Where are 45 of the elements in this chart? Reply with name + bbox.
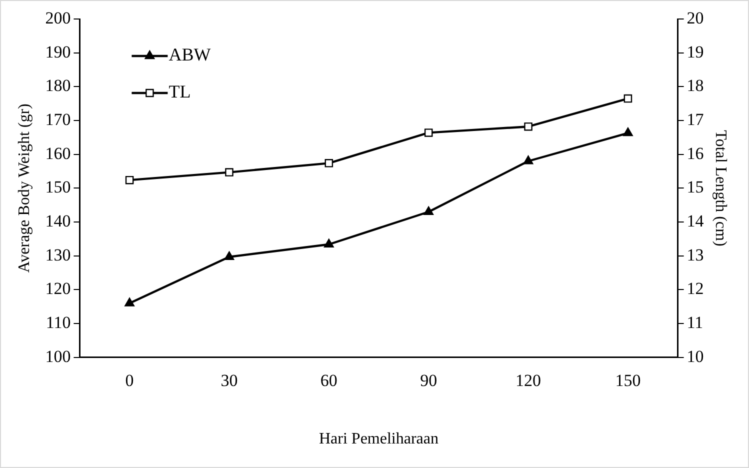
point <box>324 238 334 248</box>
point <box>125 176 134 184</box>
y-tick-label: 160 <box>45 144 71 163</box>
y-tick-label: 110 <box>46 313 71 332</box>
y-tick-label: 150 <box>45 178 71 197</box>
y2-tick-label: 12 <box>686 279 704 298</box>
y-tick-label: 170 <box>45 110 71 129</box>
y2-tick-label: 20 <box>686 8 704 28</box>
y-tick-label: 140 <box>45 212 71 231</box>
point <box>424 206 434 215</box>
x-tick-label: 150 <box>615 371 641 390</box>
y2-tick-label: 15 <box>686 178 704 197</box>
y-tick-label: 190 <box>45 42 71 62</box>
y-tick-label: 100 <box>45 346 71 366</box>
y2-tick-label: 19 <box>686 42 704 62</box>
y2-tick-label: 16 <box>686 144 704 163</box>
point <box>225 168 234 176</box>
legend-label: ABW <box>168 44 211 65</box>
y2-tick-label: 18 <box>686 76 704 96</box>
x-axis-title: Hari Pemeliharaan <box>319 430 438 448</box>
x-tick-label: 90 <box>420 371 438 390</box>
y-tick-label: 200 <box>45 8 71 28</box>
point <box>523 156 534 164</box>
point <box>124 298 134 306</box>
y2-tick-label: 14 <box>686 212 704 231</box>
x-tick-label: 30 <box>220 371 238 390</box>
y2-axis-title: Total Length (cm) <box>712 130 730 246</box>
point <box>224 251 234 260</box>
x-tick-label: 60 <box>320 371 338 390</box>
y2-tick-label: 10 <box>686 346 704 366</box>
y2-tick-label: 13 <box>686 245 704 264</box>
x-tick-label: 120 <box>516 371 542 390</box>
y-tick-label: 120 <box>45 279 71 298</box>
point <box>624 94 632 103</box>
point <box>623 127 633 136</box>
y-tick-label: 180 <box>45 76 71 96</box>
y-tick-label: 130 <box>45 245 71 264</box>
point <box>424 128 433 137</box>
x-tick-label: 0 <box>125 371 134 390</box>
y-axis-title: Average Body Weight (gr) <box>16 104 33 273</box>
point <box>524 122 532 131</box>
y2-tick-label: 17 <box>686 110 704 129</box>
legend-label: TL <box>168 82 191 102</box>
point <box>324 159 334 168</box>
y2-tick-label: 11 <box>686 313 704 332</box>
